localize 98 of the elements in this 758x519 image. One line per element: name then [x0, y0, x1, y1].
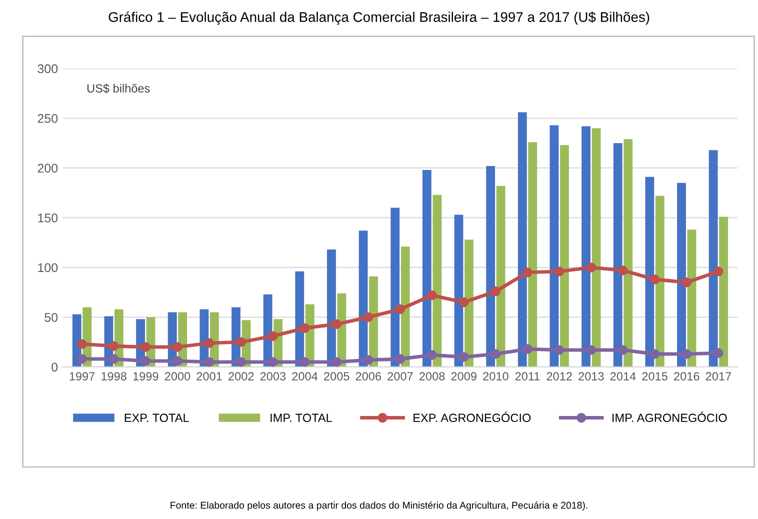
point [682, 349, 692, 359]
annotation: US$ bilhões [87, 84, 150, 94]
bar [708, 150, 718, 367]
x-tick-label: 2001 [196, 372, 222, 380]
bar [719, 216, 728, 367]
bar [613, 143, 622, 367]
point [522, 268, 532, 278]
point [554, 266, 564, 276]
point [172, 342, 182, 352]
point [236, 337, 246, 347]
point [268, 357, 278, 367]
x-tick-label: 2002 [228, 372, 254, 380]
x-tick-label: 1999 [133, 372, 158, 380]
point [427, 350, 437, 360]
point [236, 357, 246, 367]
bar [550, 125, 559, 367]
point [332, 357, 342, 367]
y-tick-label: 100 [38, 263, 58, 272]
y-tick-label: 200 [38, 164, 58, 173]
point [77, 354, 87, 364]
point [650, 349, 660, 359]
x-tick-label: 2016 [674, 372, 700, 380]
point [300, 357, 310, 367]
point [714, 266, 724, 276]
point [204, 357, 214, 367]
point [586, 345, 596, 355]
point [300, 323, 310, 333]
point [140, 342, 151, 352]
point [714, 348, 724, 358]
x-tick-label: 2009 [451, 372, 476, 380]
x-tick-label: 2014 [610, 372, 636, 380]
x-tick-label: 2013 [578, 372, 604, 380]
bar [528, 142, 538, 367]
source-note: Fonte: Elaborado pelos autores a partir dos dados do Ministério da Agricultura, Pecuária e 2018). [170, 501, 588, 511]
point [364, 312, 374, 322]
bar [582, 126, 590, 367]
point [618, 345, 628, 355]
point [586, 262, 596, 272]
x-tick-label: 2008 [420, 372, 445, 380]
legend-label: IMP. AGRONEGÓCIO [612, 412, 727, 422]
x-tick-label: 2015 [642, 372, 668, 380]
x-tick-label: 2017 [706, 372, 731, 380]
legend-label: EXP. AGRONEGÓCIO [414, 412, 531, 422]
bar [560, 145, 569, 367]
x-tick-label: 2011 [515, 372, 540, 380]
chart-title: Gráfico 1 – Evolução Anual da Balança Comercial Brasileira – 1997 a 2017 (U$ Bilhões) [108, 12, 650, 25]
x-tick-label: 2010 [483, 372, 508, 380]
point [77, 339, 87, 349]
y-tick-label: 250 [38, 114, 58, 123]
point [172, 356, 182, 366]
x-tick-label: 2000 [164, 372, 190, 380]
x-tick-label: 2005 [324, 372, 350, 380]
point [459, 352, 469, 362]
point [490, 349, 501, 359]
point [204, 338, 214, 348]
y-tick-label: 0 [52, 362, 58, 372]
point [554, 345, 564, 355]
x-tick-label: 1997 [70, 372, 95, 380]
bar [400, 246, 410, 367]
point [108, 341, 119, 351]
y-tick-label: 50 [44, 312, 58, 322]
point [490, 286, 501, 296]
point [650, 274, 660, 284]
point [522, 344, 532, 354]
x-tick-label: 2006 [356, 372, 382, 380]
bar [645, 176, 654, 367]
point [268, 331, 278, 341]
bar [327, 250, 336, 367]
point [364, 355, 374, 365]
x-tick-label: 2003 [260, 372, 286, 380]
point [140, 356, 151, 366]
y-tick-label: 150 [38, 214, 58, 222]
legend-label: IMP. TOTAL [270, 414, 332, 422]
point [459, 297, 469, 308]
bar [390, 208, 400, 367]
bar [655, 196, 664, 367]
x-tick-label: 1998 [102, 372, 126, 380]
point [108, 354, 119, 364]
bar [432, 194, 442, 367]
point [427, 290, 437, 300]
bar [518, 112, 527, 367]
x-tick-label: 2007 [388, 372, 413, 380]
legend-label: EXP. TOTAL [124, 414, 189, 422]
bar [677, 182, 686, 367]
bar [422, 170, 432, 367]
bar [592, 128, 601, 367]
bar [624, 139, 633, 367]
bar [496, 186, 506, 367]
bar [486, 166, 496, 367]
bar [464, 240, 474, 367]
y-tick-label: 300 [38, 64, 58, 74]
x-tick-label: 2012 [546, 372, 572, 380]
point [395, 304, 406, 314]
point [618, 266, 628, 276]
point [332, 319, 342, 330]
point [682, 278, 692, 288]
x-tick-label: 2004 [292, 372, 318, 380]
point [395, 354, 406, 364]
